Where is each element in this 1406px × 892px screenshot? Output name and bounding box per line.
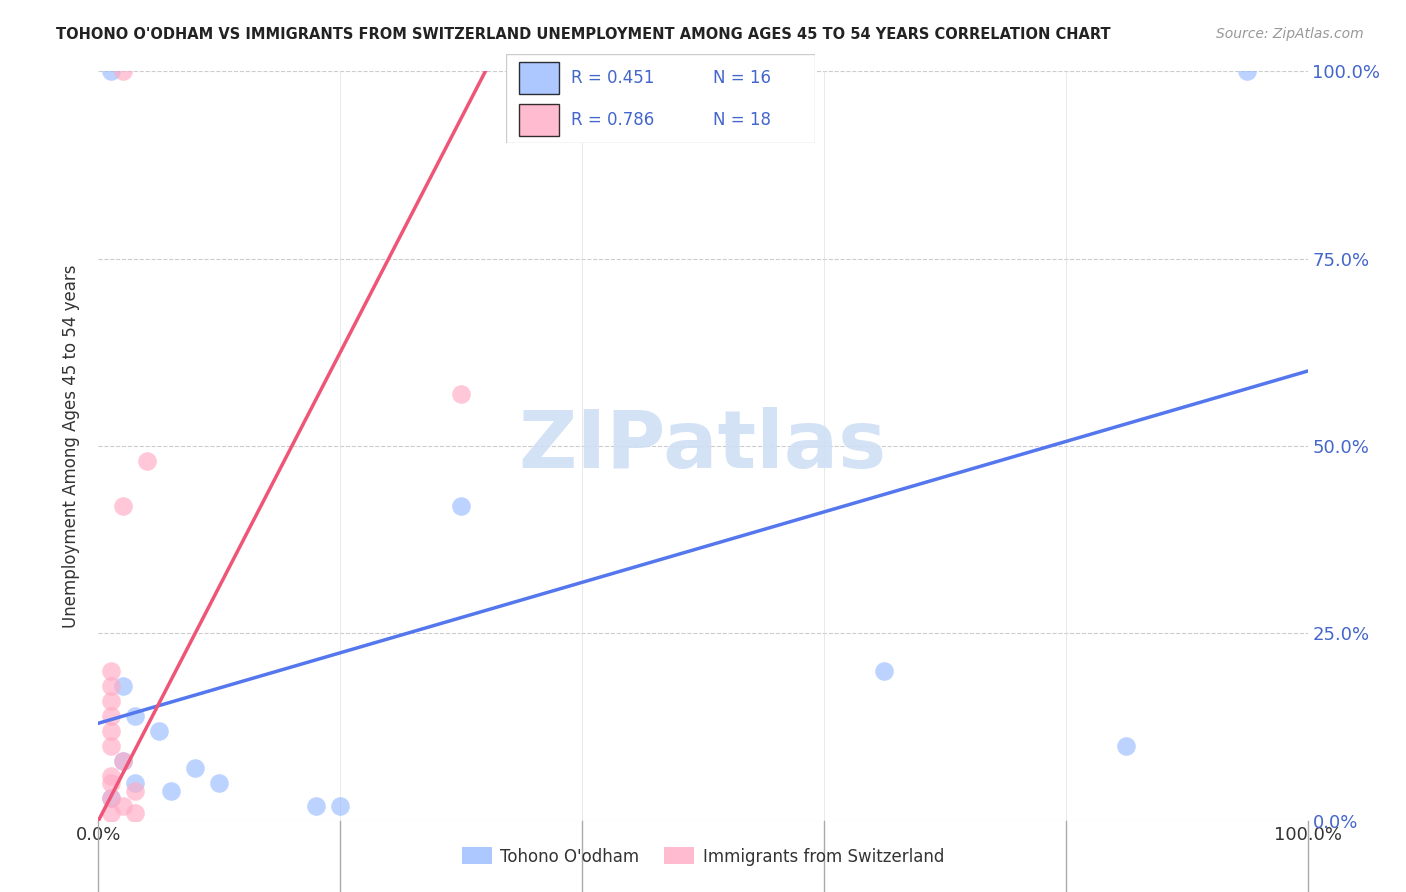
Text: TOHONO O'ODHAM VS IMMIGRANTS FROM SWITZERLAND UNEMPLOYMENT AMONG AGES 45 TO 54 Y: TOHONO O'ODHAM VS IMMIGRANTS FROM SWITZE… xyxy=(56,27,1111,42)
Point xyxy=(100,791,122,805)
Point xyxy=(208,776,231,790)
Point xyxy=(111,679,134,693)
Point xyxy=(100,723,122,738)
Point xyxy=(873,664,896,678)
Text: Source: ZipAtlas.com: Source: ZipAtlas.com xyxy=(1216,27,1364,41)
Point xyxy=(100,806,122,821)
Text: R = 0.451: R = 0.451 xyxy=(571,70,654,87)
Point xyxy=(100,739,122,753)
Point xyxy=(124,783,146,797)
Point xyxy=(329,798,352,813)
Point xyxy=(100,664,122,678)
Point xyxy=(305,798,328,813)
Point xyxy=(450,386,472,401)
Point xyxy=(1236,64,1258,78)
Point xyxy=(160,783,183,797)
Point xyxy=(111,754,134,768)
Point xyxy=(100,769,122,783)
FancyBboxPatch shape xyxy=(506,54,815,143)
FancyBboxPatch shape xyxy=(519,104,558,136)
Text: ZIPatlas: ZIPatlas xyxy=(519,407,887,485)
FancyBboxPatch shape xyxy=(519,62,558,94)
Point xyxy=(111,754,134,768)
Point xyxy=(100,708,122,723)
Legend: Tohono O'odham, Immigrants from Switzerland: Tohono O'odham, Immigrants from Switzerl… xyxy=(456,841,950,872)
Point xyxy=(1115,739,1137,753)
Point xyxy=(100,791,122,805)
Point xyxy=(111,798,134,813)
Point xyxy=(100,679,122,693)
Point xyxy=(135,454,157,468)
Point xyxy=(450,499,472,513)
Point xyxy=(111,499,134,513)
Point xyxy=(100,694,122,708)
Point xyxy=(124,806,146,821)
Text: N = 18: N = 18 xyxy=(713,111,772,128)
Point xyxy=(100,776,122,790)
Point xyxy=(124,708,146,723)
Point xyxy=(184,761,207,775)
Point xyxy=(100,64,122,78)
Point xyxy=(124,776,146,790)
Point xyxy=(111,64,134,78)
Point xyxy=(148,723,170,738)
Text: N = 16: N = 16 xyxy=(713,70,772,87)
Y-axis label: Unemployment Among Ages 45 to 54 years: Unemployment Among Ages 45 to 54 years xyxy=(62,264,80,628)
Text: R = 0.786: R = 0.786 xyxy=(571,111,654,128)
